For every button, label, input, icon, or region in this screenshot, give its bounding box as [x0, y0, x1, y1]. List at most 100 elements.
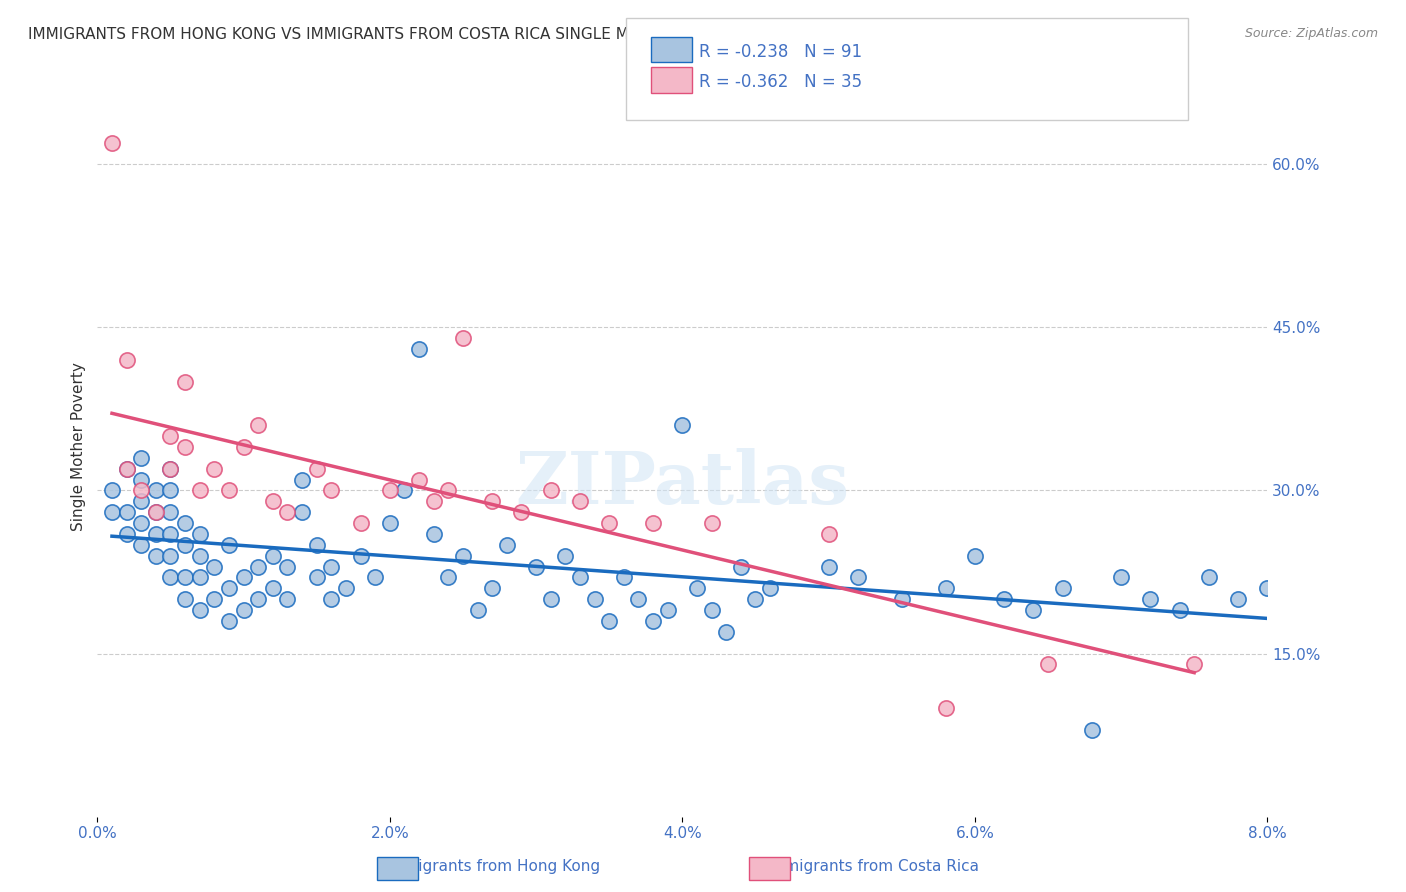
Point: [188, 549, 211, 563]
Point: [129, 538, 152, 552]
Point: [101, 505, 124, 519]
Point: [1198, 570, 1220, 584]
Point: [935, 701, 957, 715]
Point: [700, 516, 723, 530]
Point: [730, 559, 752, 574]
Point: [935, 582, 957, 596]
Text: IMMIGRANTS FROM HONG KONG VS IMMIGRANTS FROM COSTA RICA SINGLE MOTHER POVERTY CO: IMMIGRANTS FROM HONG KONG VS IMMIGRANTS …: [28, 27, 927, 42]
Point: [554, 549, 576, 563]
Point: [716, 624, 738, 639]
Point: [159, 505, 181, 519]
Point: [568, 494, 591, 508]
Point: [247, 418, 270, 433]
Text: Immigrants from Hong Kong: Immigrants from Hong Kong: [384, 859, 600, 874]
Point: [159, 462, 181, 476]
Point: [115, 462, 138, 476]
Text: Source: ZipAtlas.com: Source: ZipAtlas.com: [1244, 27, 1378, 40]
Point: [321, 592, 343, 607]
Point: [218, 582, 240, 596]
Point: [1036, 657, 1059, 672]
Text: Immigrants from Costa Rica: Immigrants from Costa Rica: [765, 859, 979, 874]
Point: [305, 570, 328, 584]
Point: [159, 429, 181, 443]
Point: [540, 592, 562, 607]
Point: [174, 570, 197, 584]
Point: [218, 538, 240, 552]
Point: [568, 570, 591, 584]
Point: [422, 527, 444, 541]
Text: R = -0.362   N = 35: R = -0.362 N = 35: [699, 73, 862, 91]
Point: [202, 559, 225, 574]
Point: [305, 462, 328, 476]
Point: [262, 494, 284, 508]
Point: [1139, 592, 1161, 607]
Point: [115, 462, 138, 476]
Point: [188, 483, 211, 498]
Point: [846, 570, 869, 584]
Point: [218, 483, 240, 498]
Point: [1182, 657, 1205, 672]
Point: [174, 516, 197, 530]
Point: [481, 582, 503, 596]
Point: [276, 559, 298, 574]
Point: [101, 483, 124, 498]
Point: [759, 582, 782, 596]
Point: [335, 582, 357, 596]
Point: [963, 549, 986, 563]
Point: [174, 538, 197, 552]
Point: [232, 440, 254, 454]
Point: [467, 603, 489, 617]
Point: [202, 462, 225, 476]
Point: [643, 614, 665, 628]
Point: [437, 570, 460, 584]
Point: [188, 603, 211, 617]
Point: [115, 505, 138, 519]
Point: [159, 549, 181, 563]
Point: [613, 570, 636, 584]
Point: [129, 473, 152, 487]
Point: [276, 592, 298, 607]
Text: R = -0.238   N = 91: R = -0.238 N = 91: [699, 43, 862, 61]
Point: [657, 603, 679, 617]
Point: [115, 527, 138, 541]
Point: [408, 342, 430, 356]
Point: [291, 505, 314, 519]
Point: [262, 549, 284, 563]
Point: [700, 603, 723, 617]
Point: [321, 483, 343, 498]
Point: [247, 559, 270, 574]
Point: [321, 559, 343, 574]
Point: [451, 331, 474, 345]
Point: [291, 473, 314, 487]
Point: [394, 483, 416, 498]
Point: [247, 592, 270, 607]
Point: [495, 538, 517, 552]
Point: [583, 592, 606, 607]
Y-axis label: Single Mother Poverty: Single Mother Poverty: [72, 362, 86, 532]
Point: [349, 516, 371, 530]
Point: [129, 494, 152, 508]
Text: ZIPatlas: ZIPatlas: [515, 449, 849, 519]
Point: [188, 527, 211, 541]
Point: [1168, 603, 1191, 617]
Point: [378, 483, 401, 498]
Point: [744, 592, 766, 607]
Point: [686, 582, 709, 596]
Point: [159, 570, 181, 584]
Point: [817, 559, 839, 574]
Point: [598, 516, 620, 530]
Point: [598, 614, 620, 628]
Point: [540, 483, 562, 498]
Point: [671, 418, 693, 433]
Point: [481, 494, 503, 508]
Point: [174, 440, 197, 454]
Point: [1022, 603, 1045, 617]
Point: [129, 450, 152, 465]
Point: [159, 483, 181, 498]
Point: [159, 527, 181, 541]
Point: [174, 375, 197, 389]
Point: [437, 483, 460, 498]
Point: [276, 505, 298, 519]
Point: [188, 570, 211, 584]
Point: [145, 505, 167, 519]
